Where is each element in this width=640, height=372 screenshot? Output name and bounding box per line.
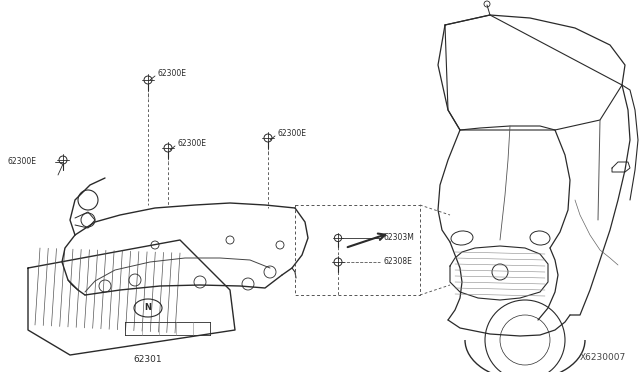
Text: 62308E: 62308E — [383, 257, 412, 266]
Text: 62300E: 62300E — [8, 157, 37, 167]
Text: N: N — [145, 304, 152, 312]
Text: X6230007: X6230007 — [580, 353, 627, 362]
Text: 62300E: 62300E — [158, 68, 187, 77]
Text: 62301: 62301 — [134, 356, 163, 365]
Text: 62303M: 62303M — [383, 234, 414, 243]
Text: 62300E: 62300E — [278, 128, 307, 138]
Text: 62300E: 62300E — [178, 138, 207, 148]
